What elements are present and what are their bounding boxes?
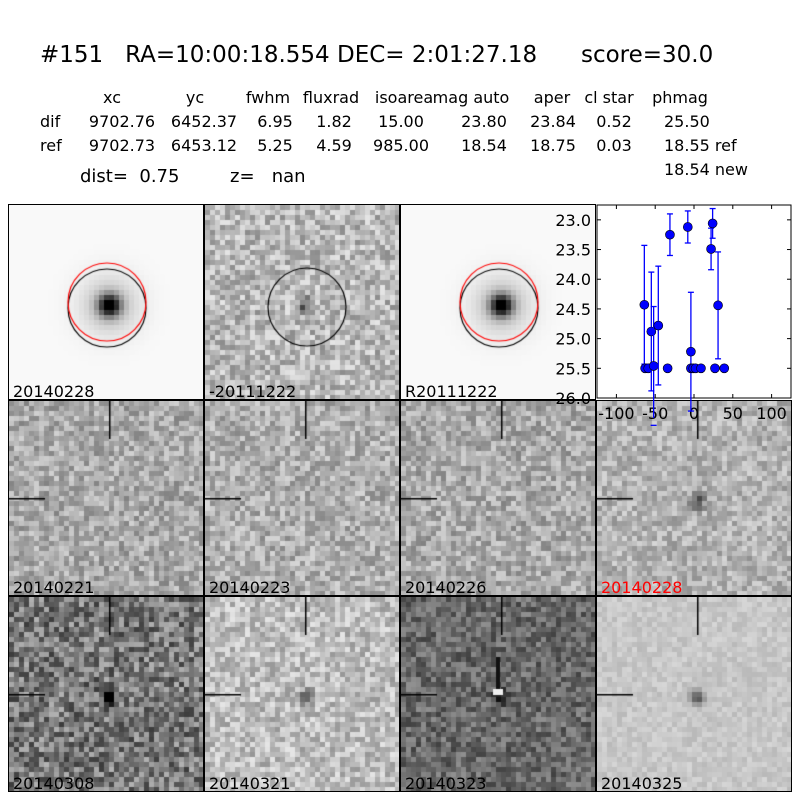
y-tick-label: 26.0 [555, 389, 591, 408]
data-point [639, 299, 650, 310]
column-header: mag auto [432, 88, 510, 107]
stamp-date-label: 20140228 [13, 382, 95, 400]
table-cell: 9702.76 [88, 112, 156, 131]
table-cell: 23.84 [530, 112, 576, 131]
stamp-image [401, 401, 595, 595]
stamp-date-label: -20111222 [209, 382, 297, 400]
table-cell: 0.52 [596, 112, 632, 131]
data-point [653, 320, 664, 331]
stamp-image [9, 401, 203, 595]
data-point [686, 346, 696, 357]
image-stamp: 20140323 [400, 596, 596, 792]
table-cell: 18.55 ref [664, 136, 737, 155]
image-stamp: 20140226 [400, 400, 596, 596]
row-label: dif [40, 112, 61, 131]
redshift-value: z= nan [230, 166, 306, 187]
data-point [665, 229, 675, 240]
table-cell: 15.00 [378, 112, 424, 131]
table-cell: 5.25 [257, 136, 293, 155]
image-stamp: -20111222 [204, 204, 400, 400]
image-stamp: 20140308 [8, 596, 204, 792]
stamp-date-label: 20140308 [13, 774, 95, 792]
stamp-image [205, 597, 399, 791]
image-stamp: R20111222 [400, 204, 596, 400]
stamp-image [205, 205, 399, 399]
stamp-date-label: 20140321 [209, 774, 291, 792]
data-point [662, 363, 673, 374]
table-cell: 25.50 [664, 112, 710, 131]
data-point [682, 222, 693, 232]
table-cell: 0.03 [596, 136, 632, 155]
stamp-image [205, 401, 399, 595]
stamp-image [9, 597, 203, 791]
x-tick-label: 50 [723, 404, 743, 423]
data-point [713, 300, 723, 311]
table-cell: 6.95 [257, 112, 293, 131]
y-tick-label: 23.0 [555, 211, 591, 230]
y-tick-label: 25.0 [555, 330, 591, 349]
column-header: fwhm [245, 88, 291, 107]
stamp-date-label: 20140226 [405, 578, 487, 596]
column-header: fluxrad [302, 88, 360, 107]
dist-value: dist= 0.75 [80, 166, 180, 187]
table-cell: 18.54 [461, 136, 507, 155]
image-stamp: 20140228 [596, 400, 792, 596]
table-cell: 23.80 [461, 112, 507, 131]
y-tick-label: 24.0 [555, 270, 591, 289]
column-header: aper [533, 88, 571, 107]
stamp-date-label: 20140223 [209, 578, 291, 596]
column-header: isoarea [374, 88, 434, 107]
y-tick-label: 24.5 [555, 300, 591, 319]
image-stamp: 20140325 [596, 596, 792, 792]
stamp-date-label: 20140228 [601, 578, 683, 596]
x-tick-label: -100 [598, 404, 634, 423]
data-point [710, 363, 720, 374]
data-point [719, 363, 730, 374]
table-cell: 6452.37 [170, 112, 238, 131]
x-tick-label: 0 [689, 404, 699, 423]
x-tick-label: 100 [756, 404, 787, 423]
column-header: phmag [652, 88, 708, 107]
table-cell: 6453.12 [170, 136, 238, 155]
stamp-date-label: 20140325 [601, 774, 683, 792]
data-point [707, 218, 718, 229]
y-tick-label: 23.5 [555, 241, 591, 260]
y-tick-label: 25.5 [555, 359, 591, 378]
column-header: yc [185, 88, 205, 107]
stamp-image [597, 597, 791, 791]
stamp-image [597, 401, 791, 595]
column-header: cl star [584, 88, 634, 107]
table-cell: 1.82 [316, 112, 352, 131]
figure-title: #151 RA=10:00:18.554 DEC= 2:01:27.18 sco… [40, 42, 714, 68]
image-stamp: 20140221 [8, 400, 204, 596]
data-point [696, 363, 706, 374]
data-point [706, 244, 716, 254]
table-cell: 985.00 [373, 136, 429, 155]
image-stamp: 20140223 [204, 400, 400, 596]
table-cell: 18.75 [530, 136, 576, 155]
stamp-image [9, 205, 203, 399]
x-tick-label: -50 [642, 404, 668, 423]
row-label: ref [40, 136, 62, 155]
stamp-date-label: R20111222 [405, 382, 498, 400]
stamp-image [401, 597, 595, 791]
table-cell: 4.59 [316, 136, 352, 155]
stamp-date-label: 20140323 [405, 774, 487, 792]
table-cell: 9702.73 [88, 136, 156, 155]
image-stamp: 20140321 [204, 596, 400, 792]
column-header: xc [103, 88, 121, 107]
stamp-date-label: 20140221 [13, 578, 95, 596]
image-stamp: 20140228 [8, 204, 204, 400]
data-point [648, 361, 659, 371]
phmag-new: 18.54 new [664, 160, 748, 179]
stamp-image [401, 205, 595, 399]
